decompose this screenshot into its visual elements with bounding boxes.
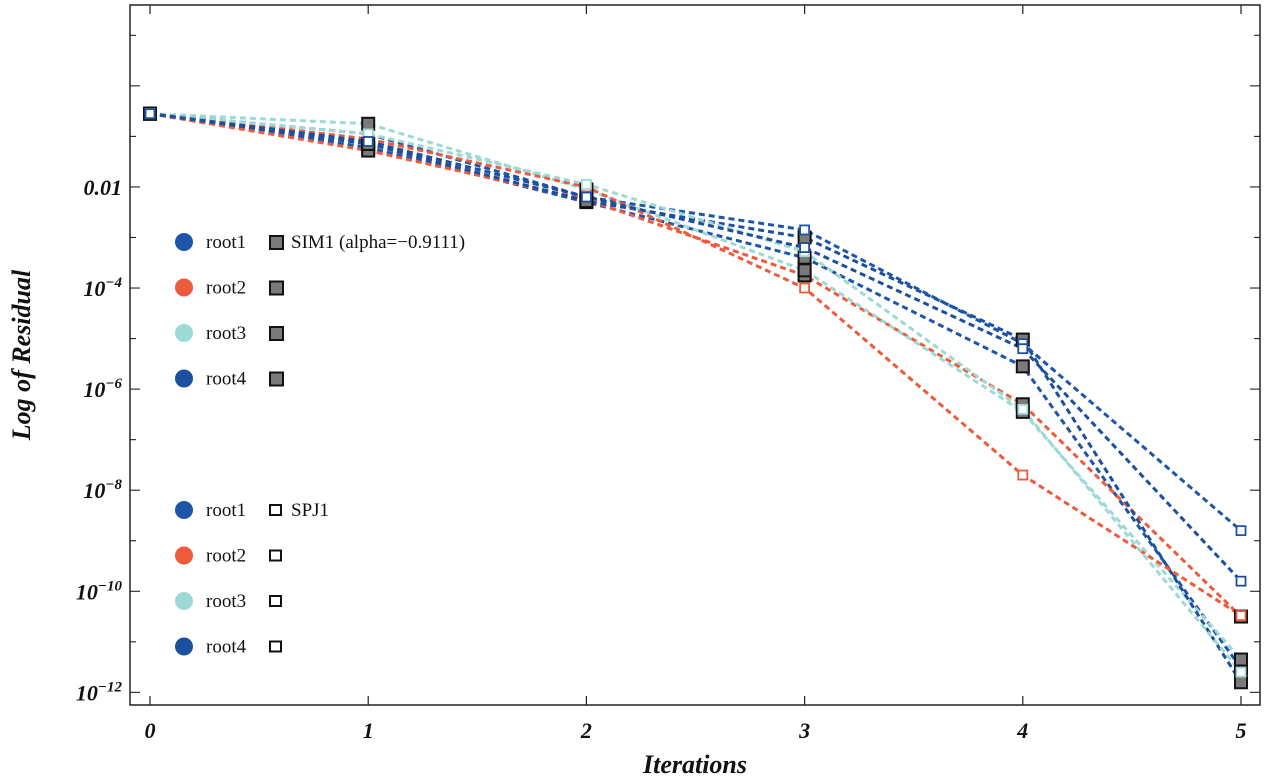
y-tick-label: 10−12 <box>76 679 123 705</box>
legend-sim1-caption: SIM1 (alpha=−0.9111) <box>291 232 465 253</box>
legend-sim1-marker <box>269 326 284 341</box>
root4-spj1-point <box>799 242 810 253</box>
root3-sim1-point <box>361 116 376 131</box>
x-axis-title: Iterations <box>642 750 747 779</box>
y-axis-title: Log of Residual <box>7 269 36 441</box>
legend-root4-label: root4 <box>206 637 247 658</box>
root3-SPJ1-line <box>149 112 1243 674</box>
legend-root3-label: root3 <box>206 591 246 612</box>
axis-ticks <box>130 5 1260 705</box>
legend-sim1-marker <box>269 280 284 296</box>
y-tick-label: 0.01 <box>84 175 123 200</box>
legend-spj1-marker <box>269 640 282 653</box>
root3-SIM1-line <box>149 112 1243 661</box>
x-tick-label: 5 <box>1236 718 1247 743</box>
y-tick-label: 10−6 <box>83 376 122 402</box>
legend-root1-label: root1 <box>206 500 246 521</box>
legend-root2-label: root2 <box>206 546 246 567</box>
root2-spj1-point <box>1017 469 1029 481</box>
root1-sim1-point <box>1015 359 1030 374</box>
legend-root3-swatch <box>175 592 193 610</box>
root3-sim1-point <box>797 263 812 278</box>
x-tick-label: 0 <box>145 718 156 743</box>
root4-spj1-point <box>1017 343 1029 355</box>
x-tick-label: 3 <box>798 718 810 743</box>
root1-spj1-point <box>799 224 810 236</box>
legend-root3-swatch <box>175 324 193 342</box>
y-tick-label: 10−4 <box>83 275 122 301</box>
legend-root4-swatch <box>175 637 193 656</box>
y-tick-labels: 0.01 10−4 10−6 10−8 10−10 10−12 <box>76 175 123 705</box>
y-tick-label: 10−10 <box>76 578 123 604</box>
root4-spj1-point <box>362 136 374 147</box>
legend-root1-swatch <box>175 233 193 251</box>
series-lines <box>149 112 1243 684</box>
legend-root4-swatch <box>175 369 193 388</box>
legend: root1 SIM1 (alpha=−0.9111) root2 root3 root4… <box>175 232 465 658</box>
root1-SIM1-line <box>149 112 1243 669</box>
root3-spj1-point <box>1235 666 1247 678</box>
x-tick-label: 2 <box>580 718 592 743</box>
root2-SPJ1-line <box>149 112 1242 617</box>
root4-SIM1-line <box>149 112 1243 684</box>
x-tick-label: 4 <box>1016 718 1028 743</box>
root2-spj1-point <box>1235 610 1247 621</box>
root4-sim1-point <box>1234 675 1248 690</box>
legend-root2-swatch <box>175 278 193 297</box>
root4-spj1-point <box>1235 575 1247 587</box>
series-markers <box>143 106 1248 690</box>
y-tick-label: 10−8 <box>83 477 122 503</box>
legend-root1-label: root1 <box>206 232 246 253</box>
legend-root1-swatch <box>175 501 193 519</box>
plot-frame <box>129 4 1261 706</box>
root2-spj1-point <box>799 282 810 294</box>
root3-spj1-point <box>581 179 592 190</box>
legend-root2-swatch <box>175 546 193 565</box>
legend-sim1-marker <box>269 235 284 250</box>
legend-root2-label: root2 <box>206 278 246 299</box>
root4-SPJ1-line <box>149 112 1243 583</box>
legend-spj1-marker <box>269 549 282 562</box>
legend-root4-label: root4 <box>206 369 247 390</box>
x-tick-label: 1 <box>363 718 374 743</box>
root4-spj1-point <box>581 191 592 203</box>
root3-sim1-point <box>1234 652 1248 667</box>
legend-spj1-marker <box>269 504 282 516</box>
legend-sim1-marker <box>269 371 284 387</box>
legend-root3-label: root3 <box>206 323 246 344</box>
legend-spj1-caption: SPJ1 <box>291 500 329 521</box>
root4-spj1-point <box>144 108 156 120</box>
root3-spj1-point <box>1017 403 1029 415</box>
x-tick-labels: 0 1 2 3 4 5 <box>145 718 1247 743</box>
root1-spj1-point <box>1235 525 1247 537</box>
legend-spj1-marker <box>269 595 282 607</box>
